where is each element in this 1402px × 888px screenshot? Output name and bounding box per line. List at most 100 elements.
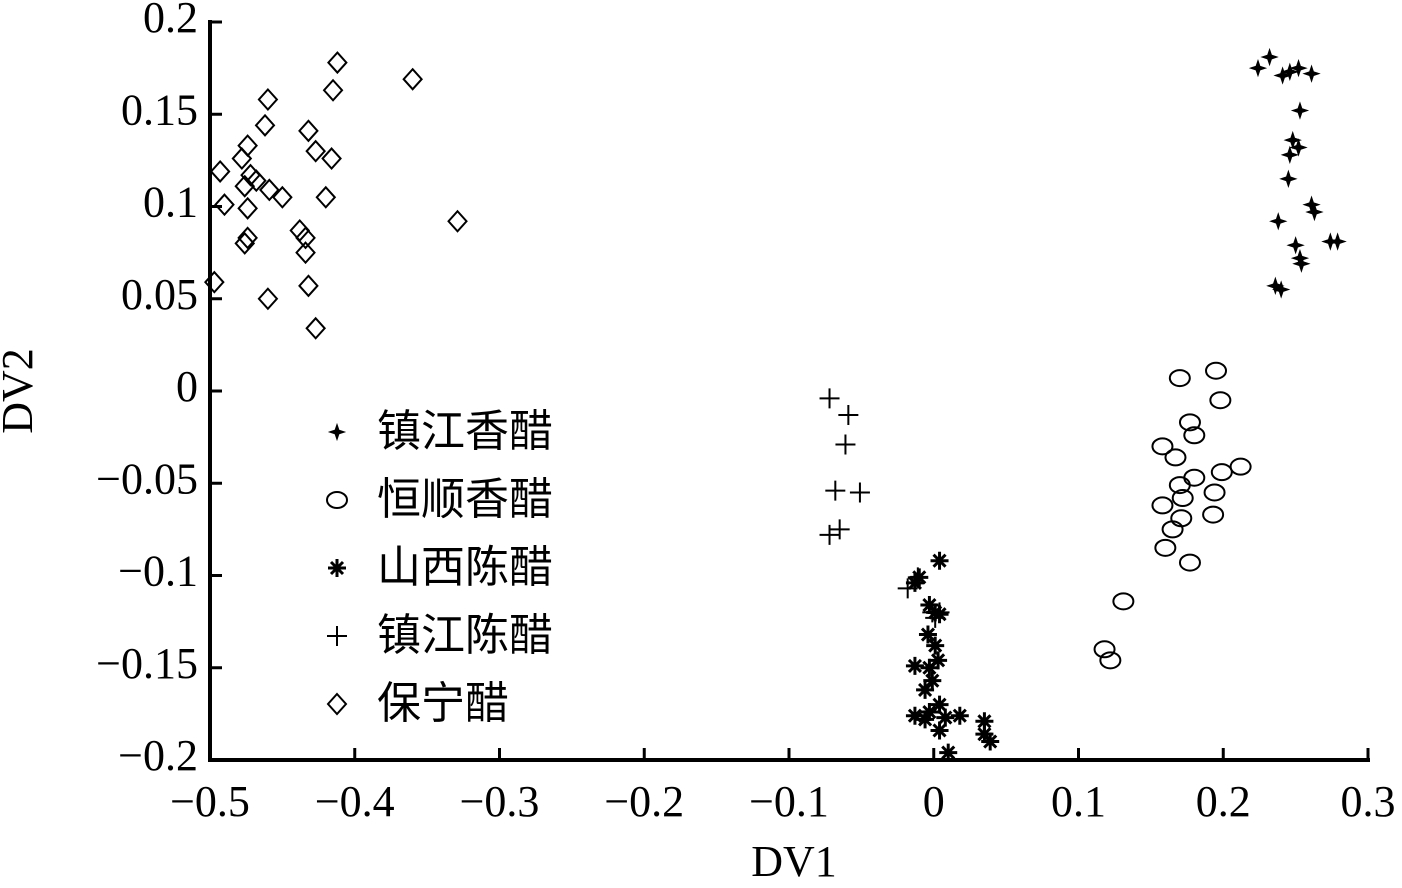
legend-label: 保宁醋 bbox=[377, 679, 509, 728]
data-point bbox=[254, 113, 276, 137]
data-point bbox=[231, 147, 253, 171]
data-point bbox=[237, 226, 258, 250]
data-point bbox=[916, 680, 935, 699]
data-point bbox=[1161, 520, 1184, 539]
data-point bbox=[1248, 58, 1268, 78]
data-point bbox=[1203, 483, 1226, 502]
legend-marker bbox=[326, 692, 348, 716]
data-point bbox=[907, 567, 928, 588]
data-point bbox=[1229, 457, 1252, 476]
data-point bbox=[245, 169, 267, 193]
data-point bbox=[1112, 592, 1135, 611]
data-point bbox=[321, 147, 342, 171]
data-point bbox=[234, 231, 256, 255]
data-point bbox=[1209, 391, 1232, 410]
y-axis-label: DV2 bbox=[0, 348, 42, 434]
data-point bbox=[295, 226, 316, 250]
y-tick-label: 0.2 bbox=[143, 0, 198, 42]
data-point bbox=[1305, 202, 1324, 222]
data-point bbox=[237, 134, 258, 158]
data-point bbox=[918, 625, 937, 644]
data-point bbox=[920, 596, 939, 615]
data-point bbox=[926, 636, 945, 655]
data-point bbox=[1271, 280, 1291, 299]
data-point bbox=[905, 706, 924, 725]
data-point bbox=[930, 721, 949, 740]
data-point bbox=[920, 658, 939, 677]
data-point bbox=[322, 78, 344, 102]
data-point bbox=[1093, 640, 1116, 659]
data-point bbox=[1154, 538, 1177, 557]
data-point bbox=[1168, 476, 1191, 495]
legend-label: 山西陈醋 bbox=[377, 543, 553, 592]
data-point bbox=[1178, 413, 1201, 432]
data-point bbox=[327, 51, 348, 75]
y-tick-label: 0.1 bbox=[143, 178, 198, 227]
legend-label: 镇江陈醋 bbox=[377, 611, 553, 660]
data-point bbox=[835, 434, 856, 455]
data-point bbox=[930, 695, 949, 714]
data-point bbox=[1269, 212, 1288, 231]
x-tick-label: −0.3 bbox=[460, 777, 540, 826]
data-point bbox=[920, 703, 939, 722]
data-point bbox=[305, 316, 327, 340]
legend-marker bbox=[326, 491, 349, 509]
data-point bbox=[298, 274, 319, 298]
data-point bbox=[1328, 232, 1347, 251]
data-point bbox=[1183, 468, 1206, 487]
data-point bbox=[849, 482, 870, 503]
data-point bbox=[1210, 463, 1233, 482]
x-tick-label: −0.5 bbox=[170, 777, 250, 826]
data-point bbox=[1170, 509, 1193, 528]
data-point bbox=[925, 607, 946, 628]
y-tick-label: 0.05 bbox=[121, 270, 198, 319]
x-axis-label: DV1 bbox=[751, 837, 837, 886]
data-point bbox=[234, 174, 256, 198]
data-point bbox=[1280, 62, 1299, 81]
x-tick-label: −0.2 bbox=[604, 777, 684, 826]
legend-label: 恒顺香醋 bbox=[377, 475, 553, 524]
y-tick-label: −0.15 bbox=[96, 639, 198, 688]
y-tick-label: −0.1 bbox=[118, 547, 198, 596]
y-tick-label: −0.05 bbox=[96, 454, 198, 503]
data-point bbox=[272, 185, 293, 209]
data-point bbox=[905, 656, 924, 675]
data-point bbox=[923, 671, 942, 690]
data-point bbox=[1168, 369, 1191, 388]
data-point bbox=[259, 178, 280, 202]
data-point bbox=[1183, 426, 1206, 445]
x-tick-label: 0 bbox=[923, 777, 945, 826]
legend-marker bbox=[328, 559, 346, 577]
data-point bbox=[1205, 361, 1228, 380]
data-point bbox=[447, 209, 468, 233]
data-point bbox=[237, 196, 258, 220]
x-tick-label: 0.1 bbox=[1051, 777, 1106, 826]
x-tick-label: −0.4 bbox=[315, 777, 395, 826]
data-point bbox=[315, 185, 337, 209]
data-point bbox=[1280, 145, 1299, 165]
data-point bbox=[905, 573, 924, 592]
data-point bbox=[825, 480, 846, 501]
data-point bbox=[1099, 651, 1122, 670]
data-point bbox=[829, 519, 850, 540]
data-point bbox=[1171, 489, 1194, 508]
data-point bbox=[936, 708, 955, 727]
data-point bbox=[975, 725, 994, 744]
data-point bbox=[1279, 169, 1298, 188]
x-tick-label: 0.2 bbox=[1196, 777, 1251, 826]
data-point bbox=[930, 551, 949, 570]
data-point bbox=[838, 404, 859, 425]
data-point bbox=[1202, 505, 1225, 524]
data-point bbox=[214, 193, 235, 217]
data-point bbox=[209, 159, 231, 183]
data-point bbox=[929, 651, 948, 670]
data-point bbox=[1151, 496, 1174, 515]
data-point bbox=[1290, 101, 1310, 120]
x-tick-label: −0.1 bbox=[749, 777, 829, 826]
data-point bbox=[916, 710, 935, 729]
data-point bbox=[1178, 553, 1201, 572]
data-point bbox=[1260, 47, 1279, 67]
data-point bbox=[981, 732, 1000, 751]
data-point bbox=[257, 287, 279, 311]
